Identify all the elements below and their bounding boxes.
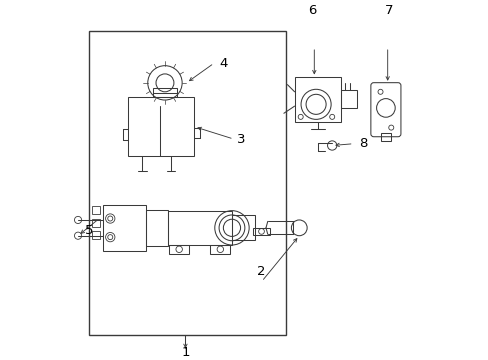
Text: 3: 3 (237, 132, 245, 145)
Bar (294, 77, 341, 122)
Text: 2: 2 (257, 265, 265, 278)
Bar (380, 133, 390, 141)
Bar (91, 206, 100, 214)
Bar (89, 31, 285, 335)
Bar (210, 245, 230, 254)
Text: 6: 6 (308, 4, 316, 17)
Text: 5: 5 (85, 224, 94, 237)
Bar (128, 97, 194, 156)
Text: 4: 4 (219, 57, 227, 70)
Text: 1: 1 (181, 346, 189, 359)
Bar (231, 215, 255, 240)
Bar (103, 204, 146, 251)
Bar (91, 219, 100, 227)
Bar (253, 228, 269, 235)
Bar (153, 88, 176, 97)
Bar (341, 90, 357, 108)
Bar (169, 245, 189, 254)
Bar (91, 231, 100, 239)
Bar (146, 210, 167, 246)
Text: 7: 7 (385, 4, 393, 17)
Text: 8: 8 (358, 137, 366, 150)
Bar (167, 211, 231, 245)
